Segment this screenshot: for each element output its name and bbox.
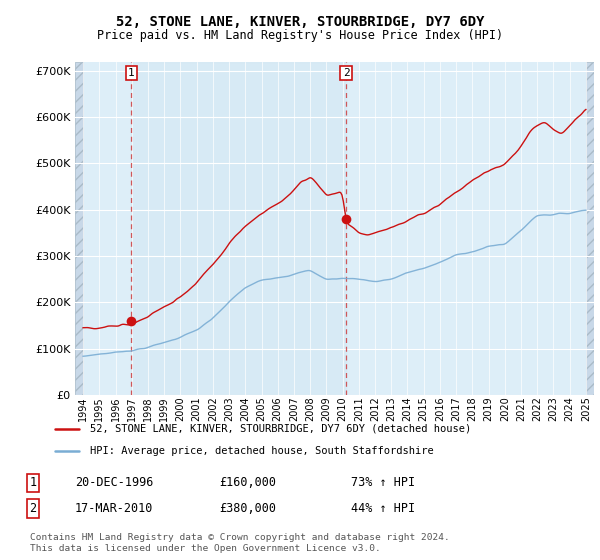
Text: £380,000: £380,000 — [219, 502, 276, 515]
Text: 1: 1 — [128, 68, 134, 78]
Text: HPI: Average price, detached house, South Staffordshire: HPI: Average price, detached house, Sout… — [89, 446, 433, 455]
Text: Contains HM Land Registry data © Crown copyright and database right 2024.
This d: Contains HM Land Registry data © Crown c… — [30, 534, 450, 553]
Text: 1: 1 — [29, 476, 37, 489]
Text: 2: 2 — [29, 502, 37, 515]
Text: 44% ↑ HPI: 44% ↑ HPI — [351, 502, 415, 515]
Text: 17-MAR-2010: 17-MAR-2010 — [75, 502, 154, 515]
Text: 52, STONE LANE, KINVER, STOURBRIDGE, DY7 6DY: 52, STONE LANE, KINVER, STOURBRIDGE, DY7… — [116, 15, 484, 29]
Text: 73% ↑ HPI: 73% ↑ HPI — [351, 476, 415, 489]
Bar — [131, 62, 346, 395]
Text: 20-DEC-1996: 20-DEC-1996 — [75, 476, 154, 489]
Text: Price paid vs. HM Land Registry's House Price Index (HPI): Price paid vs. HM Land Registry's House … — [97, 29, 503, 42]
Text: 52, STONE LANE, KINVER, STOURBRIDGE, DY7 6DY (detached house): 52, STONE LANE, KINVER, STOURBRIDGE, DY7… — [89, 424, 471, 434]
Bar — [586, 62, 594, 395]
Bar — [75, 62, 83, 395]
Text: £160,000: £160,000 — [219, 476, 276, 489]
Text: 2: 2 — [343, 68, 349, 78]
